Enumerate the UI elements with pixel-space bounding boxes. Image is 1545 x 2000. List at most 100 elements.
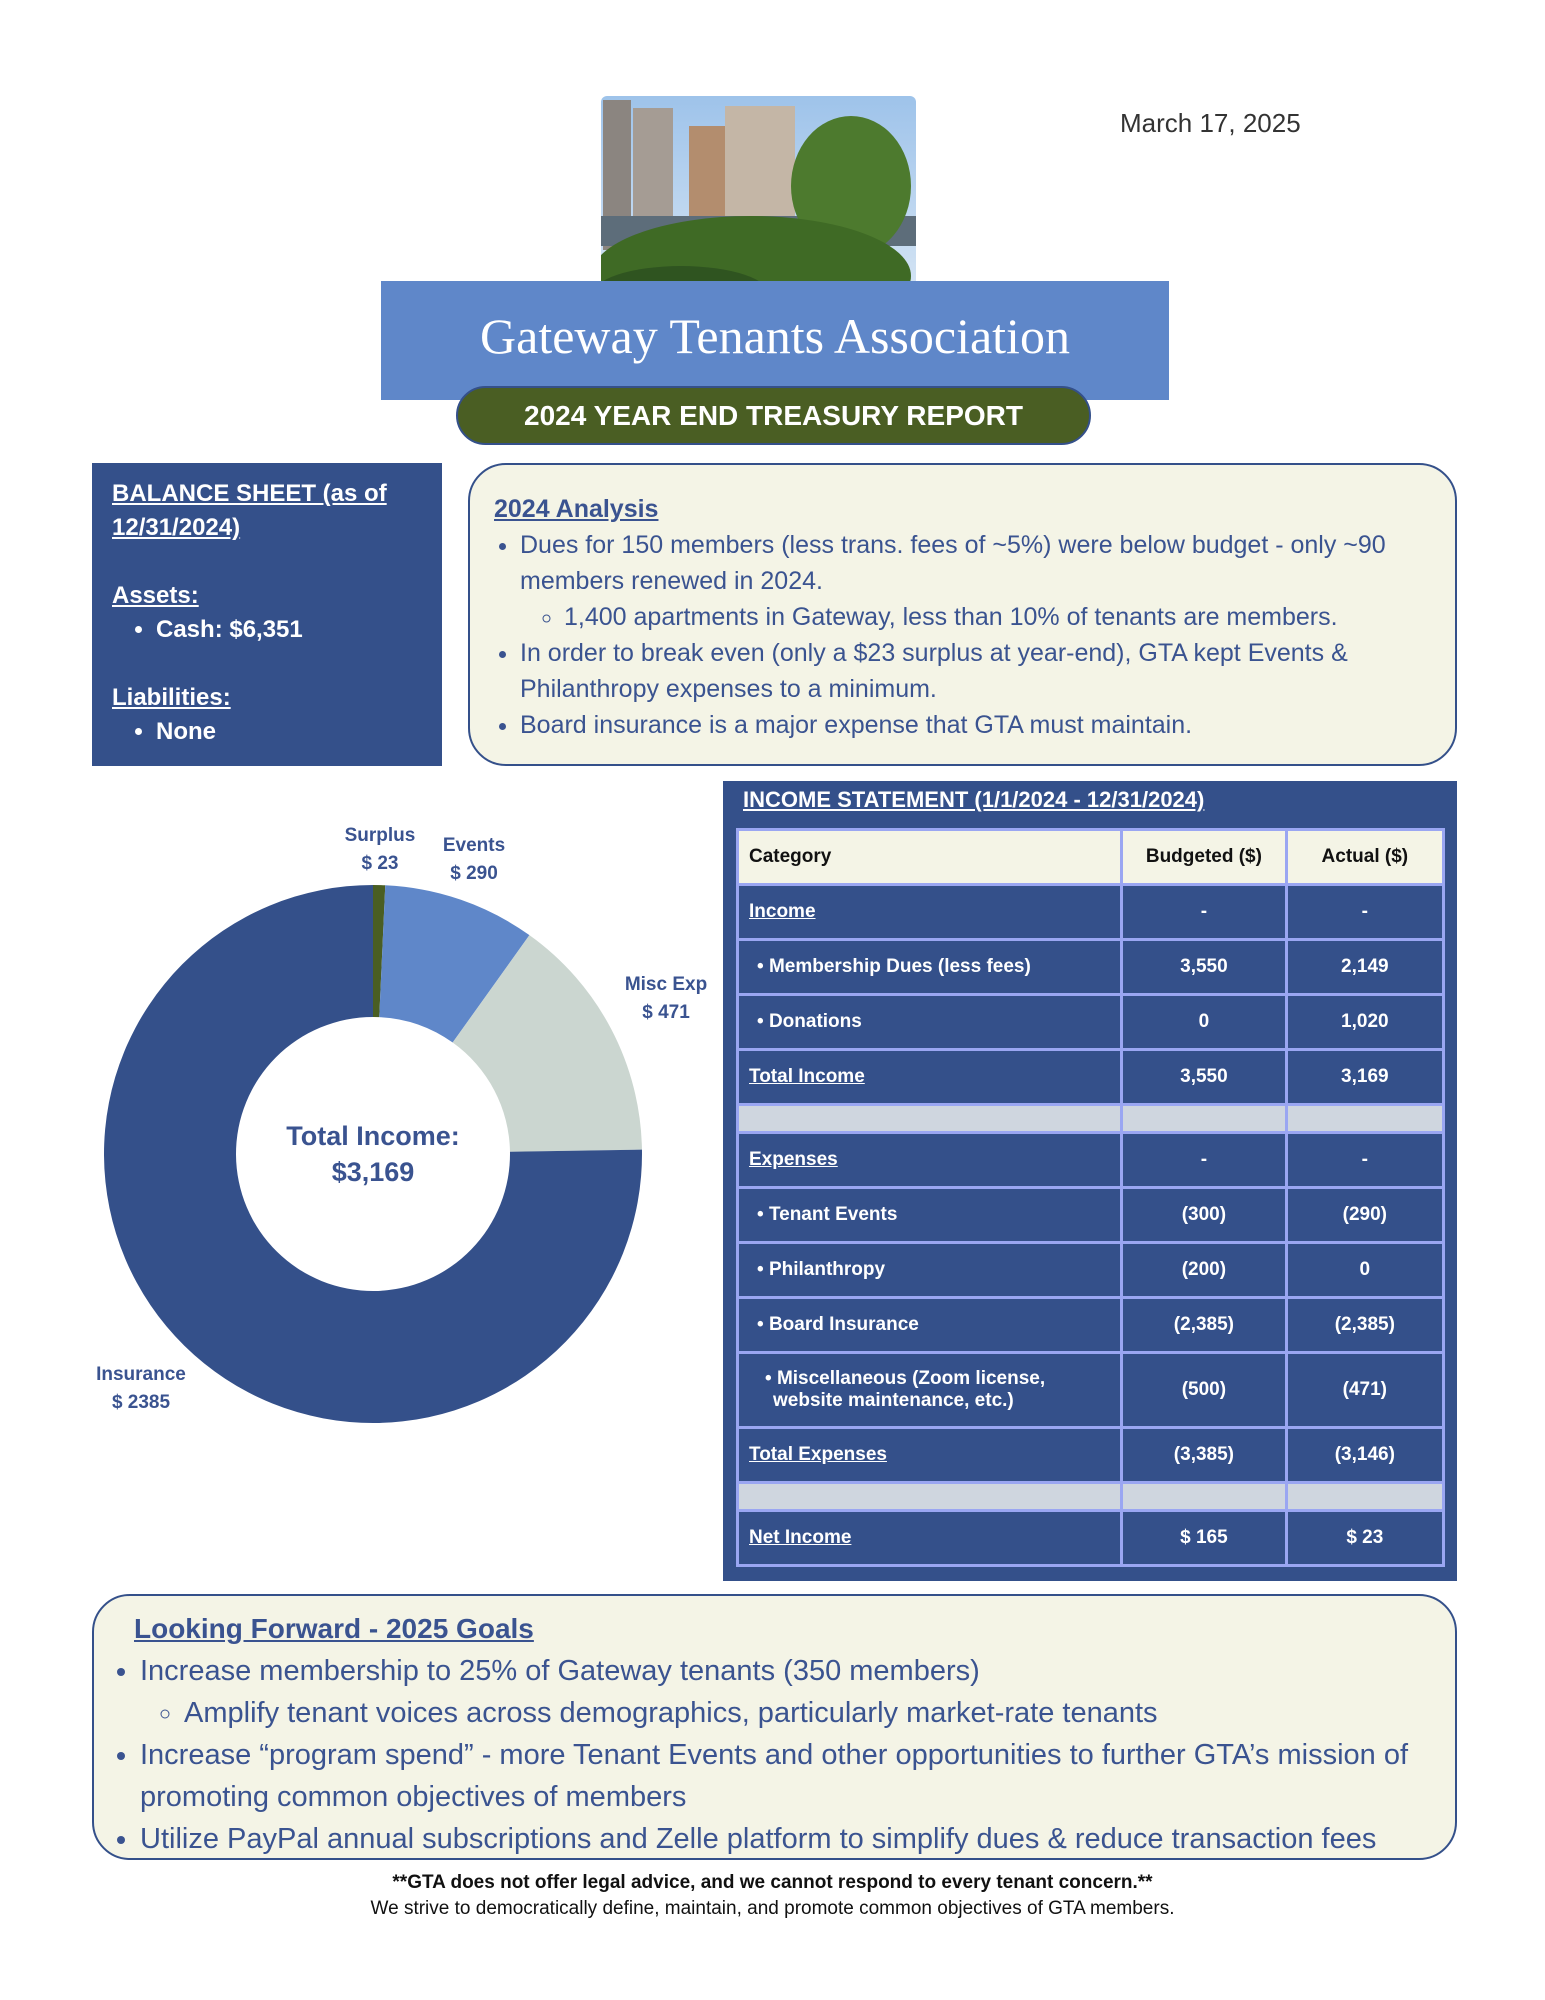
spacer-cell: [735, 1481, 1124, 1512]
header-cell: Actual ($): [1284, 828, 1446, 886]
cell-text: Tenant Events: [749, 1204, 897, 1225]
slice-value: $ 471: [642, 1002, 690, 1023]
cell-text: 0: [1198, 1011, 1210, 1032]
cell-text: -: [1361, 1149, 1368, 1170]
header-cell: Budgeted ($): [1120, 828, 1288, 886]
cell-text: Expenses: [749, 1149, 838, 1170]
analysis-text: Dues for 150 members (less trans. fees o…: [520, 531, 1386, 595]
table-cell: -: [1120, 883, 1288, 941]
cell-text: $ 23: [1346, 1527, 1384, 1548]
table-row: Net Income $ 165 $ 23: [735, 1509, 1446, 1567]
table-row: Miscellaneous (Zoom license, website mai…: [735, 1351, 1446, 1429]
header-row: Category Budgeted ($) Actual ($): [735, 828, 1446, 886]
cell-text: Donations: [749, 1011, 862, 1032]
table-cell: Tenant Events: [735, 1186, 1124, 1244]
table-cell: Expenses: [735, 1131, 1124, 1189]
spacer-cell: [1284, 1481, 1446, 1512]
slice-label: Surplus: [345, 825, 416, 846]
table-cell: Board Insurance: [735, 1296, 1124, 1354]
title-banner: Gateway Tenants Association: [381, 281, 1169, 400]
income-table: Category Budgeted ($) Actual ($) Income -…: [735, 828, 1446, 1567]
income-statement: INCOME STATEMENT (1/1/2024 - 12/31/2024)…: [723, 781, 1457, 1581]
analysis-title: 2024 Analysis: [494, 495, 659, 523]
analysis-item: Dues for 150 members (less trans. fees o…: [520, 527, 1435, 635]
photo: [601, 96, 916, 307]
donut-slice: [379, 885, 530, 1043]
goal-text: Increase membership to 25% of Gateway te…: [140, 1655, 980, 1687]
table-cell: Donations: [735, 993, 1124, 1051]
table-cell: 1,020: [1284, 993, 1446, 1051]
table-cell: Total Expenses: [735, 1426, 1124, 1484]
analysis-subitem: 1,400 apartments in Gateway, less than 1…: [564, 599, 1435, 635]
slice-value: $ 23: [362, 853, 399, 874]
cell-text: 3,550: [1180, 956, 1228, 977]
table-cell: 3,550: [1120, 1048, 1288, 1106]
cell-text: -: [1200, 1149, 1208, 1170]
subtitle: 2024 YEAR END TREASURY REPORT: [456, 386, 1091, 445]
table-row: Donations 0 1,020: [735, 993, 1446, 1051]
table-row: Board Insurance (2,385) (2,385): [735, 1296, 1446, 1354]
slice-value: $ 290: [450, 863, 498, 884]
cell-text: -: [1200, 901, 1208, 922]
table-cell: -: [1120, 1131, 1288, 1189]
goal-item: Increase membership to 25% of Gateway te…: [140, 1650, 1445, 1734]
analysis: 2024 Analysis Dues for 150 members (less…: [468, 463, 1457, 766]
goals-title: Looking Forward - 2025 Goals: [134, 1613, 534, 1644]
spacer-cell: [735, 1103, 1124, 1134]
cell-text: Total Expenses: [749, 1444, 887, 1465]
cell-text: (3,385): [1173, 1444, 1234, 1465]
spacer-cell: [1120, 1103, 1288, 1134]
header-cell: Category: [735, 828, 1124, 886]
table-row: Total Expenses (3,385) (3,146): [735, 1426, 1446, 1484]
center-label: $3,169: [332, 1157, 415, 1187]
analysis-item: Board insurance is a major expense that …: [520, 707, 1435, 743]
cell-text: (2,385): [1334, 1314, 1395, 1335]
table-row: Membership Dues (less fees) 3,550 2,149: [735, 938, 1446, 996]
liabilities-label: Liabilities:: [112, 684, 231, 711]
table-row: Total Income 3,550 3,169: [735, 1048, 1446, 1106]
table-cell: 0: [1120, 993, 1288, 1051]
table-cell: -: [1284, 1131, 1446, 1189]
table-cell: (290): [1284, 1186, 1446, 1244]
goal-subitem: Amplify tenant voices across demographic…: [184, 1692, 1445, 1734]
table-cell: Total Income: [735, 1048, 1124, 1106]
table-row: Philanthropy (200) 0: [735, 1241, 1446, 1299]
table-cell: 0: [1284, 1241, 1446, 1299]
cell-text: 1,020: [1341, 1011, 1389, 1032]
cell-text: (290): [1342, 1204, 1387, 1225]
table-cell: (3,385): [1120, 1426, 1288, 1484]
cell-text: Board Insurance: [749, 1314, 919, 1335]
table-cell: (200): [1120, 1241, 1288, 1299]
slice-label: Events: [443, 835, 505, 856]
cell-text: Membership Dues (less fees): [749, 956, 1031, 977]
cell-text: 3,550: [1180, 1066, 1228, 1087]
spacer-cell: [1284, 1103, 1446, 1134]
table-cell: (2,385): [1284, 1296, 1446, 1354]
cell-text: (200): [1181, 1259, 1227, 1280]
liability-item: None: [156, 715, 422, 749]
goal-item: Utilize PayPal annual subscriptions and …: [140, 1818, 1445, 1860]
table-cell: (500): [1120, 1351, 1288, 1429]
cell-text: (2,385): [1173, 1314, 1234, 1335]
mission: We strive to democratically define, main…: [370, 1898, 1175, 1919]
disclaimer: **GTA does not offer legal advice, and w…: [392, 1872, 1153, 1893]
table-cell: 2,149: [1284, 938, 1446, 996]
cell-text: 3,169: [1341, 1066, 1389, 1087]
table-row: Tenant Events (300) (290): [735, 1186, 1446, 1244]
table-row: Income - -: [735, 883, 1446, 941]
cell-text: Philanthropy: [749, 1259, 885, 1280]
donut-slice: [373, 885, 386, 1018]
cell-text: 2,149: [1341, 956, 1389, 977]
balance-title: BALANCE SHEET (as of 12/31/2024): [112, 480, 387, 541]
title: Gateway Tenants Association: [480, 308, 1070, 364]
cell-text: (471): [1342, 1379, 1387, 1400]
table-cell: $ 23: [1284, 1509, 1446, 1567]
table-cell: Income: [735, 883, 1124, 941]
analysis-item: In order to break even (only a $23 surpl…: [520, 635, 1435, 707]
cell-text: 0: [1359, 1259, 1371, 1280]
slice-value: $ 2385: [112, 1392, 171, 1413]
table-cell: (2,385): [1120, 1296, 1288, 1354]
table-cell: 3,550: [1120, 938, 1288, 996]
slice-label: Insurance: [96, 1364, 186, 1385]
table-cell: $ 165: [1120, 1509, 1288, 1567]
